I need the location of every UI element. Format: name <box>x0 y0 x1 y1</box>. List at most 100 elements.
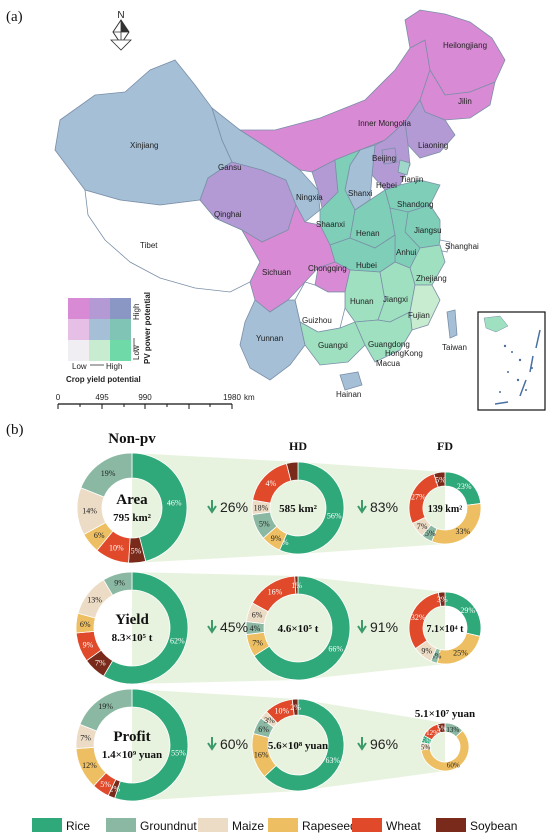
center-value: 585 km² <box>279 503 318 515</box>
province-xinjiang[interactable] <box>54 59 233 206</box>
donut-pct-label: 6% <box>258 725 269 734</box>
donut-pct-label: 9% <box>421 646 432 655</box>
north-label: N <box>117 10 124 21</box>
donut-pct-label: 63% <box>326 756 341 765</box>
header-hd: HD <box>289 439 307 453</box>
label-inner-mongolia: Inner Mongolia <box>358 119 411 128</box>
donut-pct-label: 12% <box>426 729 439 737</box>
reduction-label: 26% <box>220 499 248 515</box>
donut-segment-groundnut <box>80 452 133 498</box>
label-hubei: Hubei <box>356 261 377 270</box>
bivar-cell <box>110 319 131 340</box>
legend-label-groundnut: Groundnut <box>140 819 197 833</box>
donut-pct-label: 6% <box>252 611 263 620</box>
scale-tick-0: 0 <box>56 393 61 402</box>
label-sichuan: Sichuan <box>262 268 291 277</box>
donut-segment-soybean <box>294 575 299 595</box>
donut-pct-label: 6% <box>80 620 91 629</box>
label-shanghai: Shanghai <box>445 242 479 251</box>
center-value: 7.1×10⁴ t <box>426 624 464 635</box>
donut-segment-rice <box>114 688 189 802</box>
donut-pct-label: 2% <box>290 703 301 712</box>
china-map <box>54 9 506 391</box>
center-value: 5.6×10⁸ yuan <box>268 740 328 752</box>
province-hunan[interactable] <box>344 269 386 323</box>
donut-pct-label: 46% <box>167 499 182 508</box>
donut-pct-label: 5% <box>437 725 447 733</box>
down-arrow-icon <box>207 737 217 751</box>
donut-pct-label: 5% <box>421 743 431 751</box>
bivar-y-title: PV power potential <box>143 292 152 364</box>
label-liaoning: Liaoning <box>418 141 448 150</box>
label-jiangxi: Jiangxi <box>383 295 408 304</box>
donut-segment-soybean <box>437 591 446 607</box>
row-name: Area <box>116 492 148 508</box>
label-shanxi: Shanxi <box>348 189 373 198</box>
label-hunan: Hunan <box>350 297 374 306</box>
donut-pct-label: 32% <box>411 613 426 622</box>
label-guangdong: Guangdong <box>368 340 410 349</box>
donut-pct-label: 5% <box>435 475 446 484</box>
province-beijing[interactable] <box>381 147 398 165</box>
label-hongkong: HongKong <box>385 349 423 358</box>
province-fujian[interactable] <box>409 284 441 331</box>
bivar-cell <box>68 298 89 319</box>
donut-segment-soybean <box>291 698 299 716</box>
center-value: 5.1×10⁷ yuan <box>415 708 475 720</box>
province-tianjin[interactable] <box>397 159 411 176</box>
bivar-x-title: Crop yield potential <box>66 375 141 384</box>
south-china-sea-inset <box>477 311 546 411</box>
label-tibet: Tibet <box>140 241 158 250</box>
down-arrow-icon <box>357 620 367 634</box>
donut-pct-label: 9% <box>114 579 125 588</box>
donut-pct-label: 10% <box>109 544 124 553</box>
reduction-label: 96% <box>370 736 398 752</box>
label-gansu: Gansu <box>218 163 242 172</box>
donut-pct-label: 2% <box>109 785 120 794</box>
reduction-label: 91% <box>370 619 398 635</box>
donut-segment-soybean <box>437 722 446 734</box>
donut-pct-label: 13% <box>446 726 459 734</box>
province-hainan[interactable] <box>339 371 363 391</box>
bivar-cell <box>89 298 110 319</box>
label-fujian: Fujian <box>408 311 430 320</box>
bivar-cell <box>89 340 110 361</box>
donut-pct-label: 3% <box>264 716 275 725</box>
legend-label-rice: Rice <box>66 819 90 833</box>
province-liaoning[interactable] <box>404 99 456 159</box>
label-heilongjiang: Heilongjiang <box>443 41 487 50</box>
bivariate-legend <box>68 298 131 361</box>
province-taiwan[interactable] <box>446 309 458 339</box>
bivar-cell <box>110 298 131 319</box>
center-value: 1.4×10⁹ yuan <box>102 749 162 761</box>
label-taiwan: Taiwan <box>442 343 467 352</box>
donut-pct-label: 60% <box>447 762 460 770</box>
reduction-label: 45% <box>220 619 248 635</box>
province-labels: Heilongjiang Jilin Liaoning Inner Mongol… <box>130 41 487 399</box>
header-non-pv: Non-pv <box>108 431 156 447</box>
province-yunnan[interactable] <box>239 299 306 381</box>
donut-pct-label: 9% <box>271 534 282 543</box>
donut-pct-label: 7% <box>252 639 263 648</box>
label-jilin: Jilin <box>458 97 472 106</box>
donut-pct-label: 19% <box>101 469 116 478</box>
province-guangdong[interactable] <box>354 311 413 363</box>
scale-unit: km <box>244 393 255 402</box>
label-anhui: Anhui <box>396 248 417 257</box>
donut-pct-label: 19% <box>98 702 113 711</box>
legend-label-soybean: Soybean <box>470 819 517 833</box>
donut-segment-soybean <box>433 471 446 488</box>
donut-segment-rice <box>131 452 188 562</box>
donut-pct-label: 7% <box>80 734 91 743</box>
donut-pct-label: 29% <box>460 606 475 615</box>
label-chongqing: Chongqing <box>308 264 347 273</box>
label-guangxi: Guangxi <box>318 341 348 350</box>
legend-label-wheat: Wheat <box>386 819 421 833</box>
donut-pct-label: 14% <box>82 507 97 516</box>
down-arrow-icon <box>357 500 367 514</box>
donut-pct-label: 23% <box>457 482 472 491</box>
bivar-y-high: High <box>132 304 141 320</box>
label-tianjin: Tianjin <box>400 175 423 184</box>
